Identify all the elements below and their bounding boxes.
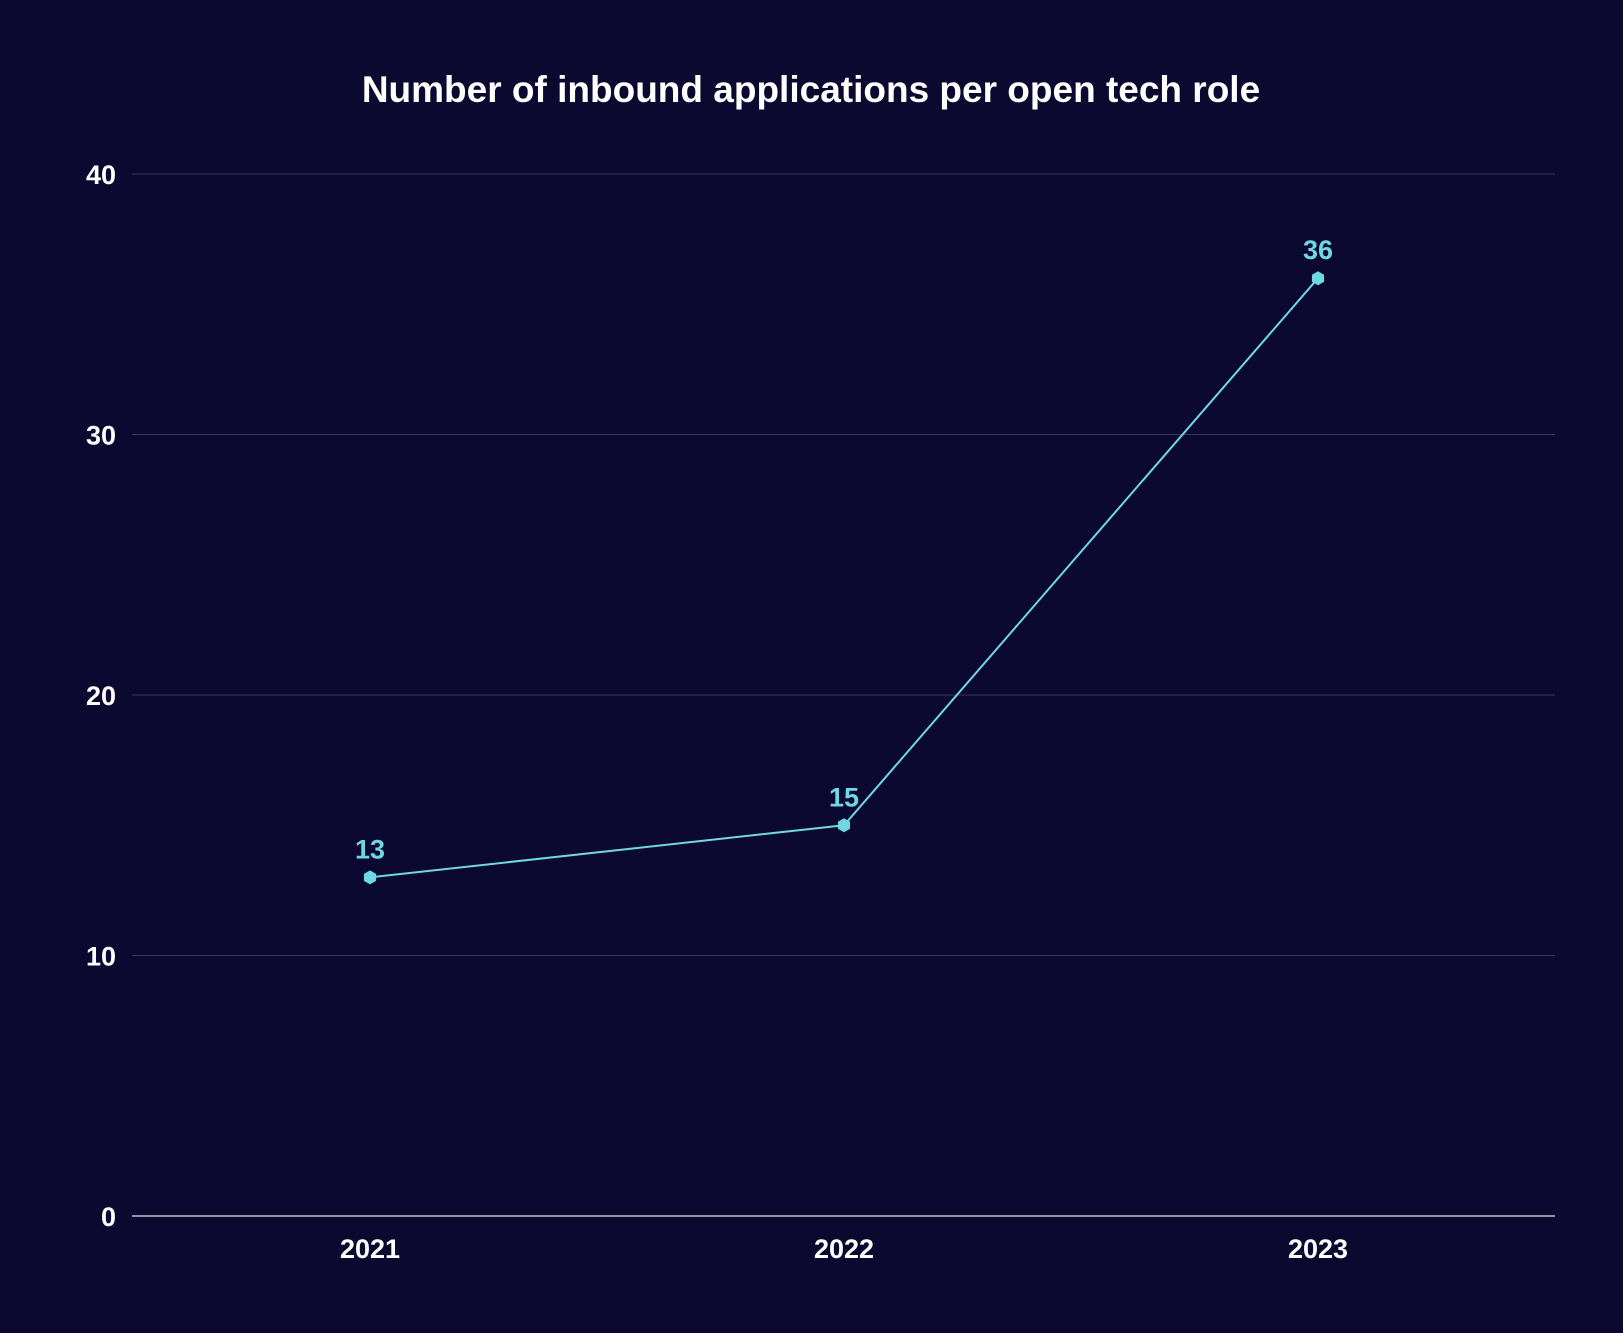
data-labels: 13 15 36 (355, 235, 1333, 864)
data-label-2021: 13 (355, 834, 385, 864)
x-tick-label-2023: 2023 (1288, 1234, 1348, 1264)
x-tick-label-2021: 2021 (340, 1234, 400, 1264)
series-layer (363, 271, 1325, 885)
y-axis: 0 10 20 30 40 (86, 160, 116, 1232)
y-tick-label-20: 20 (86, 681, 116, 711)
y-tick-label-10: 10 (86, 942, 116, 972)
data-label-2023: 36 (1303, 235, 1333, 265)
y-tick-label-40: 40 (86, 160, 116, 190)
data-point-2023 (1311, 271, 1325, 286)
x-tick-label-2022: 2022 (814, 1234, 874, 1264)
chart-title: Number of inbound applications per open … (362, 69, 1260, 110)
y-tick-label-30: 30 (86, 421, 116, 451)
x-axis: 2021 2022 2023 (340, 1234, 1348, 1264)
data-point-2021 (363, 870, 377, 885)
y-tick-label-0: 0 (101, 1202, 116, 1232)
gridlines (132, 173, 1555, 1217)
data-point-2022 (837, 818, 851, 833)
data-label-2022: 15 (829, 782, 859, 812)
